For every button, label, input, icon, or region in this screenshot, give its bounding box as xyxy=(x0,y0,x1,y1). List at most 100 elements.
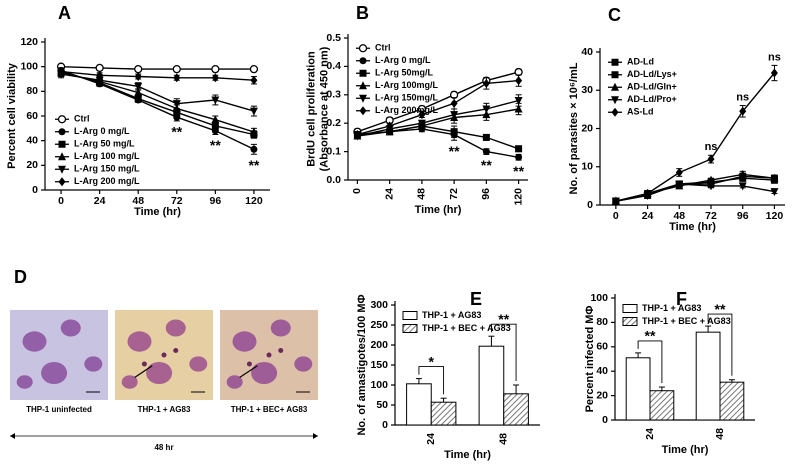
series-line xyxy=(357,125,519,150)
cell-nucleus xyxy=(127,331,152,352)
legend-swatch xyxy=(402,324,418,333)
data-point xyxy=(739,174,747,182)
data-point xyxy=(707,154,715,164)
legend-label: L-Arg 100mg/L xyxy=(375,80,439,90)
legend-label: L-Arg 150mg/L xyxy=(375,93,439,103)
data-point xyxy=(450,111,459,120)
data-point xyxy=(675,167,683,177)
legend-label: THP-1 + BEC + AG83 xyxy=(422,323,511,333)
series-line xyxy=(60,70,255,136)
error-bar xyxy=(415,378,422,384)
data-point xyxy=(450,98,458,108)
x-tick-label: 48 xyxy=(673,210,685,222)
data-point xyxy=(249,64,259,74)
series-line xyxy=(61,70,254,81)
y-tick-label: 40 xyxy=(581,46,593,58)
data-point xyxy=(739,106,747,116)
x-tick-label: 96 xyxy=(210,195,222,207)
data-point xyxy=(515,76,523,86)
data-point xyxy=(417,119,426,128)
legend-marker xyxy=(611,107,619,117)
data-point xyxy=(250,145,258,153)
parasite xyxy=(141,361,147,367)
data-point xyxy=(211,115,220,124)
y-tick-label: 80 xyxy=(26,85,38,97)
y-tick-label: 0.2 xyxy=(326,117,341,129)
x-tick-label: 72 xyxy=(448,188,460,200)
error-bar xyxy=(635,352,642,358)
y-tick-label: 0.3 xyxy=(326,89,341,101)
y-tick-label: 0 xyxy=(382,419,388,431)
series-line xyxy=(357,79,519,136)
legend-label: L-Arg 0 mg/L xyxy=(375,55,431,65)
legend-label: Ctrl xyxy=(74,114,90,124)
x-tick-label: 0 xyxy=(613,210,619,222)
legend-marker xyxy=(611,96,619,105)
x-tick-label: 72 xyxy=(705,210,717,222)
annotation: * xyxy=(429,353,435,369)
y-tick-label: 80 xyxy=(596,316,608,328)
legend-label: AS-Ld xyxy=(627,107,654,117)
x-tick-label: 0 xyxy=(58,195,64,207)
error-bar xyxy=(488,335,495,347)
legend-marker xyxy=(58,140,66,148)
panel-letter: A xyxy=(58,3,71,23)
data-point xyxy=(95,76,104,85)
y-axis-label: Percent infected MΦ xyxy=(584,306,596,413)
y-tick-label: 0 xyxy=(587,199,593,211)
y-tick-label: 40 xyxy=(596,365,608,377)
y-tick-label: 0.5 xyxy=(326,32,341,44)
x-tick-label: 24 xyxy=(642,210,654,222)
significance-bracket xyxy=(490,323,517,381)
data-point xyxy=(172,64,181,74)
y-tick-label: 150 xyxy=(370,359,388,371)
series-line xyxy=(60,69,255,150)
footer: 48 hr xyxy=(154,443,173,452)
cell-nucleus xyxy=(60,319,81,337)
series-line xyxy=(615,72,775,202)
x-axis-label: Time (hr) xyxy=(415,204,462,216)
y-tick-label: 100 xyxy=(370,379,388,391)
y-tick-label: 0.0 xyxy=(326,174,341,186)
y-tick-label: 20 xyxy=(581,122,593,134)
data-point xyxy=(134,95,142,103)
data-point xyxy=(353,130,361,140)
bar xyxy=(695,331,721,421)
y-tick-label: 60 xyxy=(26,110,38,122)
bar xyxy=(719,381,745,421)
annotation: ** xyxy=(715,301,726,317)
y-tick-label: 0 xyxy=(602,414,608,426)
legend-label: L-Arg 200 mg/L xyxy=(74,176,140,186)
annotation: ** xyxy=(248,157,259,173)
legend-marker xyxy=(358,44,368,53)
cell-nucleus xyxy=(226,375,243,389)
parasite xyxy=(173,348,179,353)
legend-swatch xyxy=(622,304,638,313)
data-point xyxy=(770,188,779,197)
arrow xyxy=(134,365,153,379)
data-point xyxy=(644,189,652,199)
cell-nucleus xyxy=(232,331,257,352)
legend-marker xyxy=(58,128,66,136)
x-tick-label: 120 xyxy=(245,195,263,207)
data-point xyxy=(515,145,523,153)
legend-label: AD-Ld/Gln+ xyxy=(627,82,677,92)
legend-marker xyxy=(58,177,66,187)
annotation: ** xyxy=(513,163,524,179)
cell-nucleus xyxy=(84,356,103,372)
legend-label: L-Arg 50 mg/L xyxy=(74,139,135,149)
data-point xyxy=(386,121,394,131)
cell-nucleus xyxy=(146,361,173,385)
legend-swatch xyxy=(622,317,638,326)
panel-letter: F xyxy=(676,289,687,309)
series-line xyxy=(60,72,255,133)
legend-marker xyxy=(611,71,619,79)
legend-marker xyxy=(359,69,367,77)
legend-label: L-Arg 100 mg/L xyxy=(74,151,140,161)
series-line xyxy=(61,66,254,70)
data-point xyxy=(211,73,219,83)
data-point xyxy=(770,173,779,182)
arrow xyxy=(239,365,258,379)
annotation: ns xyxy=(768,51,781,63)
x-tick-label: 24 xyxy=(644,428,656,440)
